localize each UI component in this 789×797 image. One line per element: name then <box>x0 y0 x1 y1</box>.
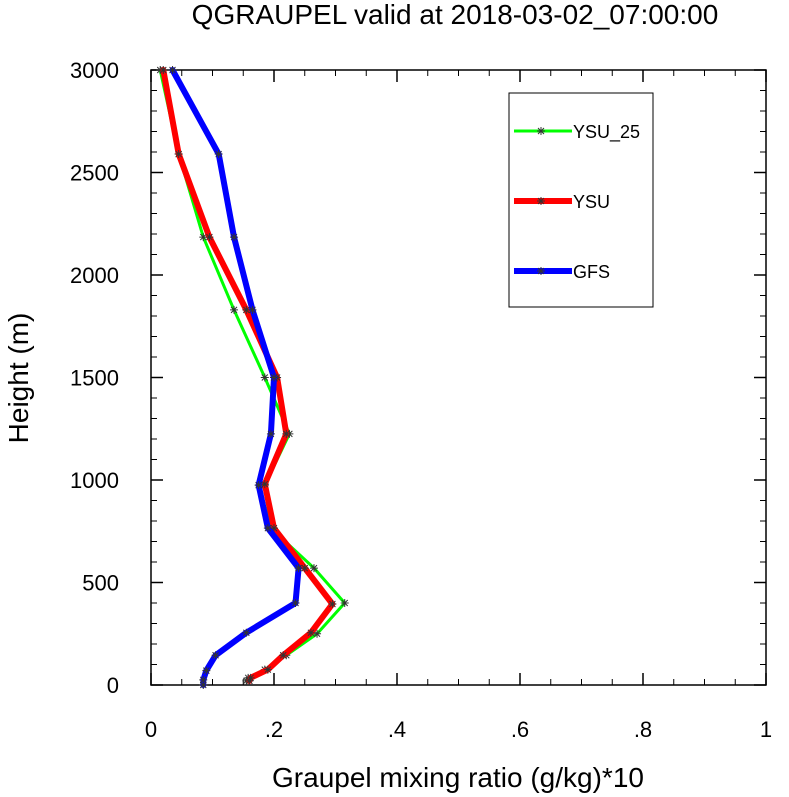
data-point-gfs <box>168 66 177 74</box>
x-axis: 0 .2 .4 .6 .8 1 <box>145 70 772 742</box>
y-tick-label: 1000 <box>70 468 119 493</box>
data-point-gfs <box>266 429 275 438</box>
y-axis-label: Height (m) <box>3 313 34 444</box>
data-point-ysu <box>279 651 288 660</box>
legend-marker-ysu-25 <box>537 127 545 135</box>
y-tick-label: 3000 <box>70 58 119 83</box>
data-point-ysu <box>245 676 254 685</box>
y-tick-label: 0 <box>107 673 119 698</box>
data-point-ysu <box>300 564 309 573</box>
data-point-gfs <box>202 666 211 675</box>
x-tick-label: 0 <box>145 717 157 742</box>
data-point-ysu <box>282 429 291 438</box>
series-layer <box>156 66 349 689</box>
legend-label-gfs: GFS <box>573 262 610 282</box>
data-point-ysu <box>205 233 214 242</box>
data-point-gfs <box>248 305 257 314</box>
data-point-ysu-25 <box>313 629 322 638</box>
x-tick-label: .8 <box>634 717 652 742</box>
data-point-gfs <box>230 233 239 242</box>
data-point-ysu <box>306 628 315 637</box>
y-tick-label: 2500 <box>70 161 119 186</box>
x-tick-label: .4 <box>388 717 406 742</box>
data-point-ysu <box>328 600 337 609</box>
minor-ticks <box>151 70 766 685</box>
data-point-ysu <box>174 150 183 159</box>
legend-label-ysu-25: YSU_25 <box>573 122 640 143</box>
y-axis: 0 500 1000 1500 2000 2500 3000 <box>70 58 766 698</box>
data-point-gfs <box>214 150 223 159</box>
y-tick-label: 1500 <box>70 366 119 391</box>
chart-title: QGRAUPEL valid at 2018-03-02_07:00:00 <box>192 0 719 30</box>
data-point-gfs <box>242 628 251 637</box>
data-point-ysu <box>263 665 272 674</box>
data-point-gfs <box>270 373 278 382</box>
data-point-gfs <box>263 524 272 533</box>
data-point-gfs <box>211 651 220 660</box>
plot-area <box>150 69 767 686</box>
data-point-gfs <box>199 675 208 684</box>
x-tick-label: 1 <box>760 717 772 742</box>
legend-items: YSU_25 YSU GFS <box>514 122 640 282</box>
data-point-gfs <box>291 599 300 607</box>
data-point-ysu <box>270 524 278 533</box>
data-point-ysu-25 <box>199 233 208 242</box>
series-line-ysu <box>160 67 336 684</box>
data-point-ysu <box>260 480 269 489</box>
y-tick-label: 500 <box>82 571 119 596</box>
data-point-ysu <box>246 673 255 682</box>
series-line-ysu-25 <box>158 68 347 683</box>
data-point-gfs <box>254 481 263 490</box>
legend-label-ysu: YSU <box>573 192 610 212</box>
x-axis-label: Graupel mixing ratio (g/kg)*10 <box>272 762 644 793</box>
data-point-ysu-25 <box>260 373 269 382</box>
legend: YSU_25 YSU GFS <box>508 92 654 308</box>
x-tick-label: .2 <box>265 717 283 742</box>
data-point-ysu-25 <box>230 305 239 314</box>
data-point-ysu <box>242 305 251 314</box>
data-point-ysu-25 <box>340 599 349 607</box>
legend-marker-gfs <box>537 267 545 275</box>
data-point-gfs <box>294 564 303 573</box>
y-tick-label: 2000 <box>70 263 119 288</box>
legend-marker-ysu <box>537 197 545 205</box>
data-point-gfs <box>199 681 208 689</box>
data-point-ysu <box>159 66 168 74</box>
data-point-ysu-25 <box>309 564 318 573</box>
x-tick-label: .6 <box>511 717 529 742</box>
